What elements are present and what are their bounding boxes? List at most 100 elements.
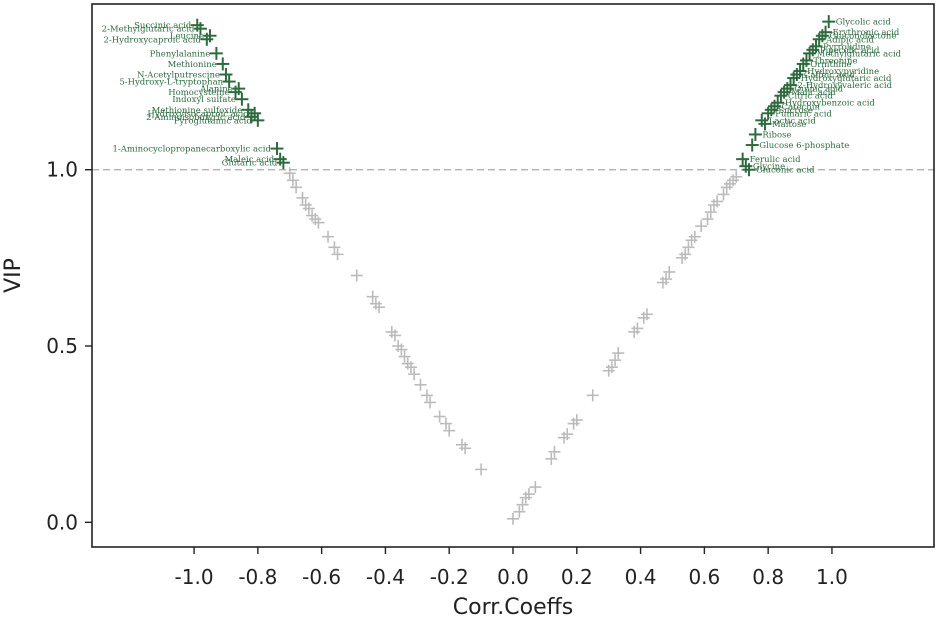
point-label: Pyrrolidine <box>823 42 871 52</box>
point-label: Alanine <box>199 85 233 95</box>
point-label: Gluconic acid <box>756 166 815 176</box>
green-point <box>809 39 823 53</box>
point-label: Gluconolactone <box>829 32 896 42</box>
point-label: Citric acid <box>788 92 833 102</box>
green-point <box>819 25 833 39</box>
point-label: Methylglutaric acid <box>817 49 902 59</box>
grey-point <box>414 378 427 391</box>
green-point <box>203 29 217 43</box>
grey-point <box>513 505 526 518</box>
point-label: Ribose <box>762 130 791 140</box>
y-tick-label: 1.0 <box>46 158 78 182</box>
grey-point <box>522 488 535 501</box>
point-label: Indoxyl sulfate <box>172 95 236 105</box>
grey-point <box>516 498 529 511</box>
y-tick-label: 0.5 <box>46 334 78 358</box>
y-axis-ticks: 0.0 0.5 1.0 <box>46 158 92 534</box>
grey-point <box>730 170 743 183</box>
x-tick-label: -0.8 <box>238 565 277 589</box>
x-axis-label: Corr.Coeffs <box>453 595 573 620</box>
x-tick-label: 0.2 <box>561 565 593 589</box>
point-label: Glycolic acid <box>836 18 892 28</box>
grey-point <box>286 174 299 187</box>
grey-point <box>328 241 341 254</box>
point-label: Hydroxyisocaproic acid <box>147 109 249 119</box>
green-point <box>235 92 249 106</box>
green-point <box>822 15 836 29</box>
grey-point <box>609 354 622 367</box>
green-point <box>799 53 813 67</box>
point-label: Sucrose <box>778 106 813 116</box>
point-label: Glucose 6-phosphate <box>759 141 849 151</box>
grey-point <box>561 428 574 441</box>
point-label: Malic acid <box>791 88 836 98</box>
green-point <box>742 163 756 177</box>
grey-point <box>350 269 363 282</box>
y-tick-label: 0.0 <box>46 510 78 534</box>
point-label: 2-Aminoisobutyric acid <box>146 113 246 123</box>
green-point <box>771 96 785 110</box>
grey-point <box>711 195 724 208</box>
point-label: Ornithine <box>810 60 851 70</box>
grey-point <box>682 241 695 254</box>
grey-point <box>631 322 644 335</box>
point-label: Adipic acid <box>825 35 874 45</box>
green-point <box>758 117 772 131</box>
point-label: Erythronic acid <box>833 28 900 38</box>
point-label: N-Acetylputrescine <box>137 71 220 81</box>
grey-point <box>704 206 717 219</box>
x-tick-label: 1.0 <box>816 565 848 589</box>
point-label: Hydroxybenzoic acid <box>785 99 876 109</box>
point-label: Hydroxyglutaric acid <box>801 74 892 84</box>
grey-point <box>640 308 653 321</box>
point-label: Maleic acid <box>224 155 274 165</box>
x-tick-label: -0.6 <box>302 565 341 589</box>
grey-point <box>296 191 309 204</box>
grey-point <box>290 181 303 194</box>
grey-point <box>322 230 335 243</box>
grey-point <box>612 347 625 360</box>
green-point <box>219 68 233 82</box>
grey-point <box>312 216 325 229</box>
grey-point <box>679 248 692 261</box>
point-label: Methionine <box>168 60 217 70</box>
point-label: Quinic acid <box>794 85 843 95</box>
grey-point <box>663 265 676 278</box>
grey-point <box>388 329 401 342</box>
grey-point <box>548 445 561 458</box>
green-point <box>270 142 284 156</box>
green-point <box>736 152 750 166</box>
grey-point <box>424 396 437 409</box>
point-label: Caffeic acid <box>804 71 855 81</box>
green-point <box>209 46 223 60</box>
green-point <box>745 138 759 152</box>
point-label: 1-Aminocyclopropanecarboxylic acid <box>112 145 271 155</box>
green-point <box>793 64 807 78</box>
green-point <box>222 75 236 89</box>
point-label: Homocysteine <box>168 88 229 98</box>
grey-point <box>459 442 472 455</box>
x-tick-label: 0.0 <box>497 565 529 589</box>
x-tick-label: -0.2 <box>430 565 469 589</box>
green-point <box>276 156 290 170</box>
grey-point <box>420 389 433 402</box>
grey-point <box>570 414 583 427</box>
point-label: Maltose <box>772 120 806 130</box>
point-label: Glutaric acid <box>222 159 278 169</box>
x-tick-label: 0.8 <box>752 565 784 589</box>
grey-point <box>660 273 673 286</box>
grey-point <box>331 248 344 261</box>
point-label: Glycine <box>753 162 785 172</box>
point-label: Ferulic acid <box>750 155 801 165</box>
point-label: 2-Hydroxyvaleric acid <box>797 81 892 91</box>
point-label: Catechin <box>782 102 821 112</box>
x-tick-label: -0.4 <box>366 565 405 589</box>
grey-point <box>507 512 519 525</box>
grey-point <box>586 389 599 402</box>
grey-point <box>408 368 421 381</box>
green-point <box>193 22 207 36</box>
grey-point <box>283 167 296 180</box>
point-label: 2-Methylglutaric acid <box>102 25 195 35</box>
